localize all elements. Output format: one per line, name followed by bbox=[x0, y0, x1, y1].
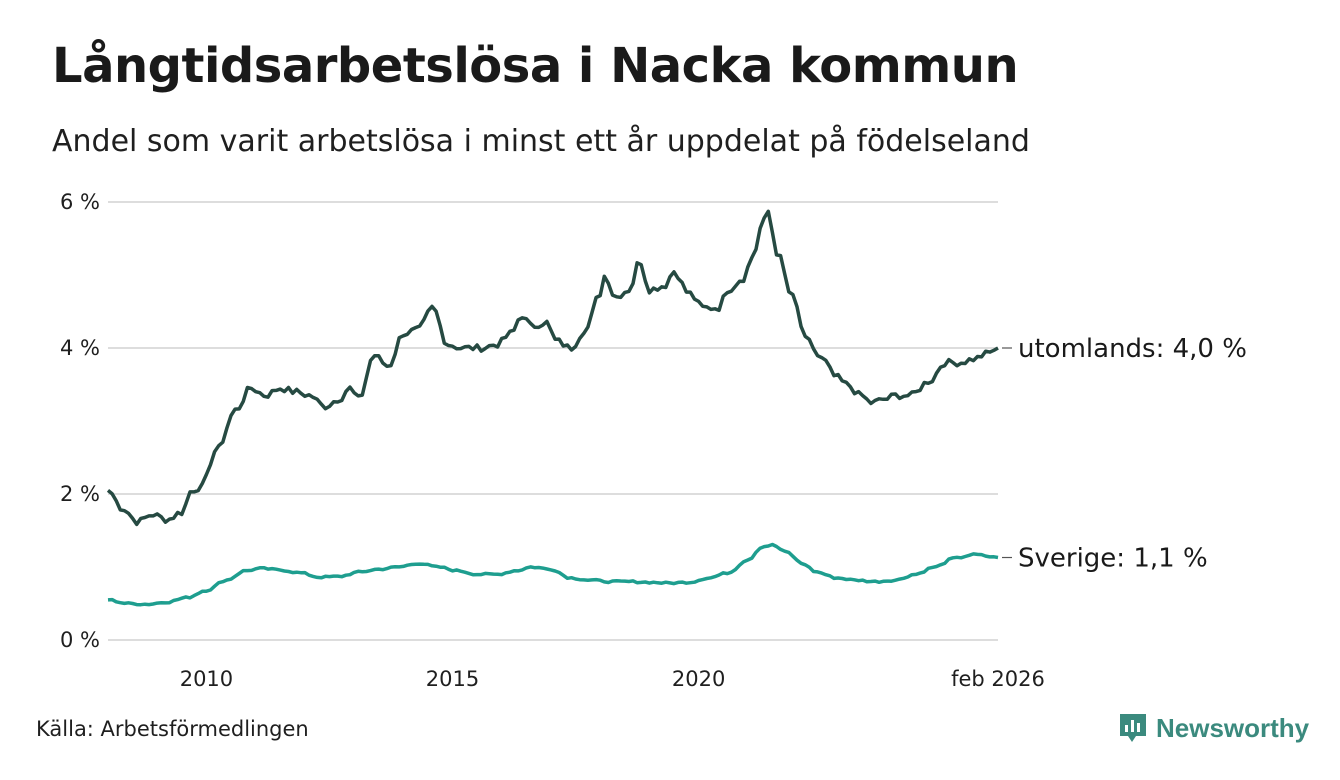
y-tick-label: 0 % bbox=[60, 628, 100, 652]
series-end-labels: utomlands: 4,0 % Sverige: 1,1 % bbox=[1002, 334, 1247, 574]
y-axis-labels: 0 % 2 % 4 % 6 % bbox=[60, 190, 100, 652]
y-tick-label: 6 % bbox=[60, 190, 100, 214]
newsworthy-chart-icon bbox=[1120, 714, 1146, 742]
y-tick-label: 2 % bbox=[60, 482, 100, 506]
x-tick-label: feb 2026 bbox=[951, 667, 1045, 691]
series-end-label-sverige: Sverige: 1,1 % bbox=[1018, 544, 1208, 574]
series-line-utomlands bbox=[106, 209, 999, 527]
x-tick-label: 2020 bbox=[672, 667, 725, 691]
x-tick-label: 2015 bbox=[426, 667, 479, 691]
x-axis-labels: 2010 2015 2020 feb 2026 bbox=[180, 667, 1045, 691]
chart-subtitle: Andel som varit arbetslösa i minst ett å… bbox=[52, 124, 1030, 159]
series-line-sverige bbox=[107, 542, 999, 607]
x-tick-label: 2010 bbox=[180, 667, 233, 691]
series-lines bbox=[106, 209, 999, 607]
chart-title: Långtidsarbetslösa i Nacka kommun bbox=[52, 38, 1019, 94]
brand-name: Newsworthy bbox=[1156, 712, 1310, 743]
source-note: Källa: Arbetsförmedlingen bbox=[36, 717, 309, 741]
series-end-label-utomlands: utomlands: 4,0 % bbox=[1018, 334, 1247, 364]
gridlines bbox=[108, 201, 998, 641]
y-tick-label: 4 % bbox=[60, 336, 100, 360]
brand-logo[interactable]: Newsworthy bbox=[1118, 712, 1309, 744]
